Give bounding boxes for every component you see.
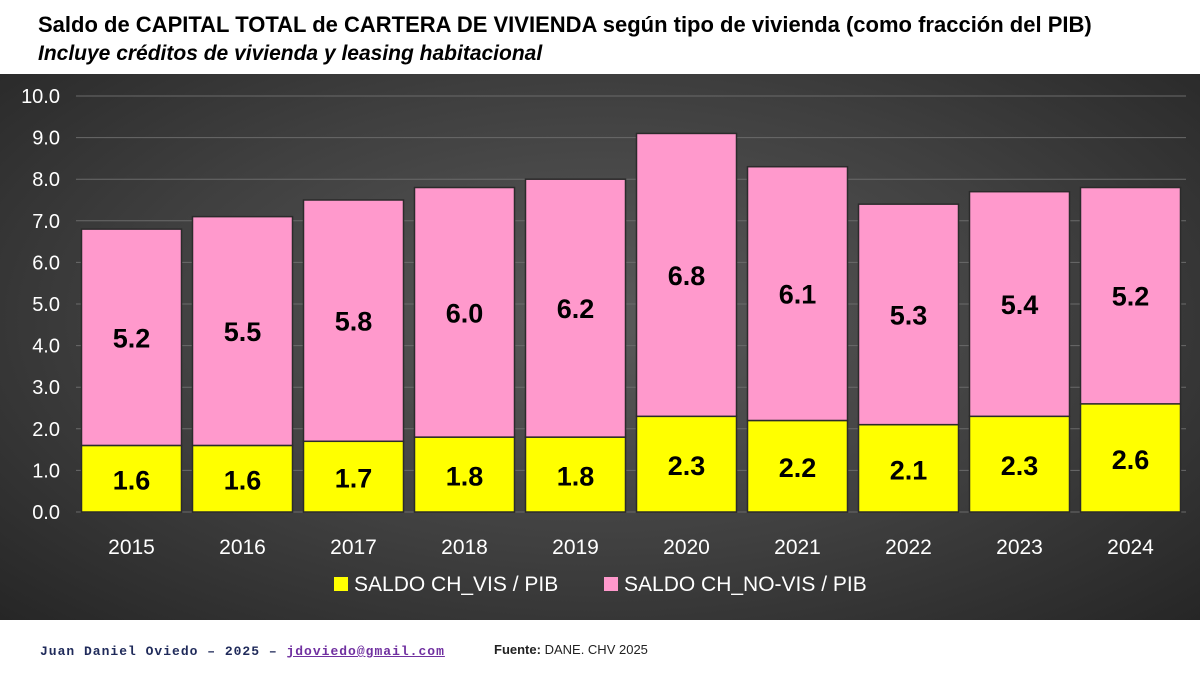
x-tick-label: 2023 bbox=[996, 536, 1043, 559]
data-label-vis-2019: 1.8 bbox=[557, 462, 595, 492]
data-label-no-vis-2024: 5.2 bbox=[1112, 282, 1150, 312]
bar-vis-2024 bbox=[1079, 403, 1182, 513]
data-label-no-vis-2021: 6.1 bbox=[779, 280, 817, 310]
legend-swatch-no-vis bbox=[604, 577, 618, 591]
x-tick-label: 2021 bbox=[774, 536, 821, 559]
y-tick-label: 8.0 bbox=[32, 169, 60, 191]
source-label: Fuente: bbox=[494, 642, 541, 657]
data-label-vis-2020: 2.3 bbox=[668, 451, 706, 481]
data-label-vis-2016: 1.6 bbox=[224, 466, 262, 496]
bar-no-vis-2019 bbox=[524, 178, 627, 438]
chart-area: 0.0 1.0 2.0 3.0 4.0 5.0 6.0 7.0 8.0 9.0 10.0 1.6 5.2… bbox=[0, 74, 1200, 620]
y-tick-label: 4.0 bbox=[32, 336, 60, 358]
bar-no-vis-2023 bbox=[968, 190, 1071, 418]
stacked-bar-chart: 0.0 1.0 2.0 3.0 4.0 5.0 6.0 7.0 8.0 9.0 10.0 1.6 5.2… bbox=[21, 86, 1186, 596]
x-tick-label: 2019 bbox=[552, 536, 599, 559]
x-tick-label: 2015 bbox=[108, 536, 155, 559]
legend-label-vis: SALDO CH_VIS / PIB bbox=[354, 573, 558, 596]
bar-vis-2017 bbox=[302, 440, 405, 513]
bar-vis-2022 bbox=[857, 423, 960, 513]
data-label-vis-2022: 2.1 bbox=[890, 455, 928, 485]
bar-vis-2020 bbox=[635, 415, 738, 513]
data-label-vis-2024: 2.6 bbox=[1112, 445, 1150, 475]
y-tick-label: 3.0 bbox=[32, 377, 60, 399]
y-tick-label: 10.0 bbox=[21, 86, 60, 108]
bar-no-vis-2015 bbox=[80, 228, 183, 447]
bar-no-vis-2024 bbox=[1079, 186, 1182, 405]
y-tick-label: 9.0 bbox=[32, 128, 60, 150]
data-label-vis-2017: 1.7 bbox=[335, 464, 373, 494]
bar-vis-2021 bbox=[746, 419, 849, 513]
data-label-vis-2021: 2.2 bbox=[779, 453, 817, 483]
data-label-vis-2018: 1.8 bbox=[446, 462, 484, 492]
y-tick-label: 0.0 bbox=[32, 502, 60, 524]
data-label-no-vis-2015: 5.2 bbox=[113, 323, 151, 353]
bar-vis-2015 bbox=[80, 444, 183, 513]
y-tick-label: 2.0 bbox=[32, 419, 60, 441]
x-tick-label: 2018 bbox=[441, 536, 488, 559]
x-tick-label: 2016 bbox=[219, 536, 266, 559]
footer-author: Juan Daniel Oviedo – 2025 – jdoviedo@gma… bbox=[40, 644, 445, 659]
bar-no-vis-2020 bbox=[635, 132, 738, 418]
source-text: DANE. CHV 2025 bbox=[544, 642, 648, 657]
x-tick-label: 2022 bbox=[885, 536, 932, 559]
x-tick-label: 2020 bbox=[663, 536, 710, 559]
y-tick-label: 1.0 bbox=[32, 460, 60, 482]
data-label-no-vis-2018: 6.0 bbox=[446, 298, 484, 328]
bar-no-vis-2016 bbox=[191, 215, 294, 447]
author-name: Juan Daniel Oviedo – 2025 – bbox=[40, 644, 278, 659]
bar-vis-2019 bbox=[524, 436, 627, 513]
x-tick-label: 2024 bbox=[1107, 536, 1154, 559]
bar-vis-2016 bbox=[191, 444, 294, 513]
data-label-no-vis-2020: 6.8 bbox=[668, 261, 706, 291]
bar-no-vis-2018 bbox=[413, 186, 516, 438]
y-tick-label: 7.0 bbox=[32, 211, 60, 233]
data-label-no-vis-2022: 5.3 bbox=[890, 300, 928, 330]
data-label-no-vis-2016: 5.5 bbox=[224, 317, 262, 347]
bar-no-vis-2017 bbox=[302, 199, 405, 443]
data-label-no-vis-2017: 5.8 bbox=[335, 307, 373, 337]
y-tick-label: 5.0 bbox=[32, 294, 60, 316]
bar-no-vis-2021 bbox=[746, 165, 849, 422]
legend-label-no-vis: SALDO CH_NO-VIS / PIB bbox=[624, 573, 867, 596]
legend-swatch-vis bbox=[334, 577, 348, 591]
author-email-link[interactable]: jdoviedo@gmail.com bbox=[286, 644, 445, 659]
y-tick-label: 6.0 bbox=[32, 252, 60, 274]
data-label-vis-2023: 2.3 bbox=[1001, 451, 1039, 481]
chart-subtitle: Incluye créditos de vivienda y leasing h… bbox=[38, 42, 543, 65]
chart-title: Saldo de CAPITAL TOTAL de CARTERA DE VIV… bbox=[38, 12, 1092, 37]
footer-source: Fuente: DANE. CHV 2025 bbox=[494, 642, 648, 657]
data-label-no-vis-2023: 5.4 bbox=[1001, 290, 1039, 320]
data-label-no-vis-2019: 6.2 bbox=[557, 294, 595, 324]
x-tick-label: 2017 bbox=[330, 536, 377, 559]
bar-no-vis-2022 bbox=[857, 203, 960, 426]
data-label-vis-2015: 1.6 bbox=[113, 466, 151, 496]
